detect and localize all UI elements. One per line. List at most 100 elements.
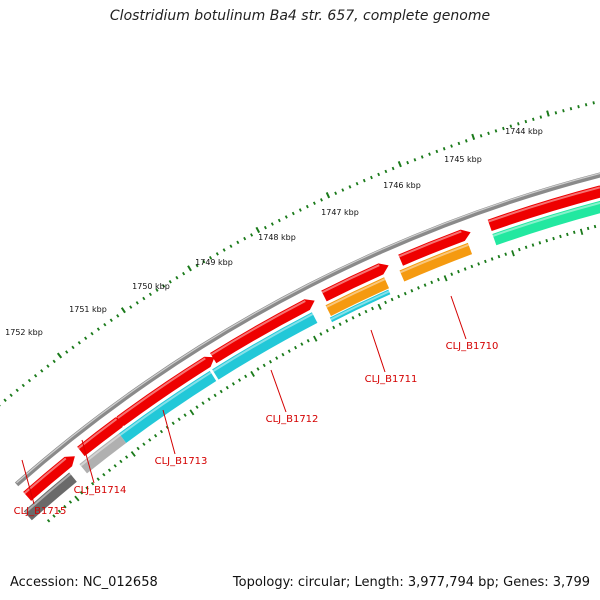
gene-label[interactable]: CLJ_B1714 [74,485,127,496]
inner-tick-mark [511,250,515,257]
tick-mark [202,259,206,264]
tick-mark [464,139,468,143]
inner-tick-mark [463,267,467,271]
inner-tick-mark [338,322,342,326]
inner-tick-mark [52,514,56,518]
genome-backbone [14,172,600,487]
gene-leader-line [370,329,386,373]
inner-tick-mark [231,382,235,386]
tick-mark [103,322,107,327]
tick-mark [243,236,247,241]
inner-tick-mark [566,232,569,237]
tick-mark [457,141,461,146]
gene-label[interactable]: CLJ_B1710 [446,341,499,352]
tick-mark [120,307,126,314]
tick-mark [142,296,146,301]
tick-mark [33,373,38,378]
inner-tick-mark [579,228,584,235]
tick-mark [40,369,44,373]
tick-mark [362,178,366,183]
cds-segment[interactable] [321,263,389,302]
inner-tick-mark [201,401,205,405]
tick-mark [90,331,94,336]
gene-segment[interactable] [325,277,390,316]
kbp-label: 1744 kbp [505,127,543,136]
tick-mark [255,226,261,234]
cds-segment[interactable] [116,356,215,427]
tick-mark [487,131,490,136]
gene-label[interactable]: CLJ_B1713 [155,456,208,467]
tick-mark [175,275,179,280]
cds-segment[interactable] [77,417,126,457]
inner-tick-mark [490,257,494,261]
inner-tick-mark [545,238,549,243]
inner-tick-mark [250,370,255,377]
tick-mark [494,129,498,133]
tick-mark [96,327,101,331]
tick-mark [370,175,373,180]
gene-label[interactable]: CLJ_B1712 [266,414,319,425]
tick-mark [391,166,395,171]
inner-tick-mark [124,455,129,459]
gene-segment[interactable] [492,195,600,246]
tick-mark [298,208,302,212]
gene-segment[interactable] [79,433,127,474]
tick-mark [291,211,295,216]
tick-mark [182,271,186,276]
inner-tick-mark [142,442,146,446]
gene-segment[interactable] [23,472,77,521]
gene-leader-line [21,459,35,505]
topology-text: Topology: circular; Length: 3,977,794 bp… [232,575,590,590]
inner-tick-mark [390,297,394,302]
kbp-label: 1746 kbp [383,181,421,190]
inner-tick-mark [457,269,460,274]
tick-mark [15,388,19,393]
inner-tick-mark [130,451,136,457]
inner-tick-mark [79,491,84,495]
tick-mark [428,152,431,156]
inner-tick-mark [90,481,95,486]
gene-segment[interactable] [119,370,217,444]
inner-tick-mark [417,286,420,290]
tick-mark [532,117,535,122]
cds-segment[interactable] [398,229,471,266]
inner-tick-mark [281,352,285,357]
kbp-label: 1750 kbp [132,282,170,291]
cds-segment[interactable] [487,185,600,232]
inner-tick-marks [46,224,597,523]
tick-mark [320,198,323,202]
inner-tick-mark [275,356,279,360]
gene-segment[interactable] [399,242,473,282]
tick-mark [355,181,359,186]
gene-label[interactable]: CLJ_B1711 [365,374,418,385]
gene-segment[interactable] [212,312,318,380]
gene-leader-line [270,369,287,413]
inner-tick-mark [57,509,62,514]
cds-segment[interactable] [210,299,315,364]
inner-tick-mark [225,385,229,390]
gene-label[interactable]: CLJ_B1715 [14,506,67,517]
tick-mark [148,292,152,297]
inner-tick-mark [358,312,361,317]
inner-tick-mark [517,247,521,252]
tick-mark [577,105,580,109]
inner-tick-mark [148,438,152,442]
inner-tick-mark [319,332,323,336]
tick-mark [209,255,213,260]
tick-mark [509,124,513,128]
kbp-label: 1752 kbp [5,328,43,337]
inner-tick-mark [74,495,80,502]
tick-mark [236,240,240,245]
tick-mark [187,265,192,272]
cds-segment[interactable] [23,456,75,501]
tick-mark [384,169,388,174]
inner-tick-mark [268,359,272,364]
inner-tick-mark [102,472,106,477]
inner-tick-mark [119,459,123,464]
inner-tick-mark [332,325,336,330]
inner-tick-mark [423,283,427,287]
tick-mark [406,160,410,165]
gene-substrip[interactable] [329,289,391,323]
tick-mark [325,192,331,199]
